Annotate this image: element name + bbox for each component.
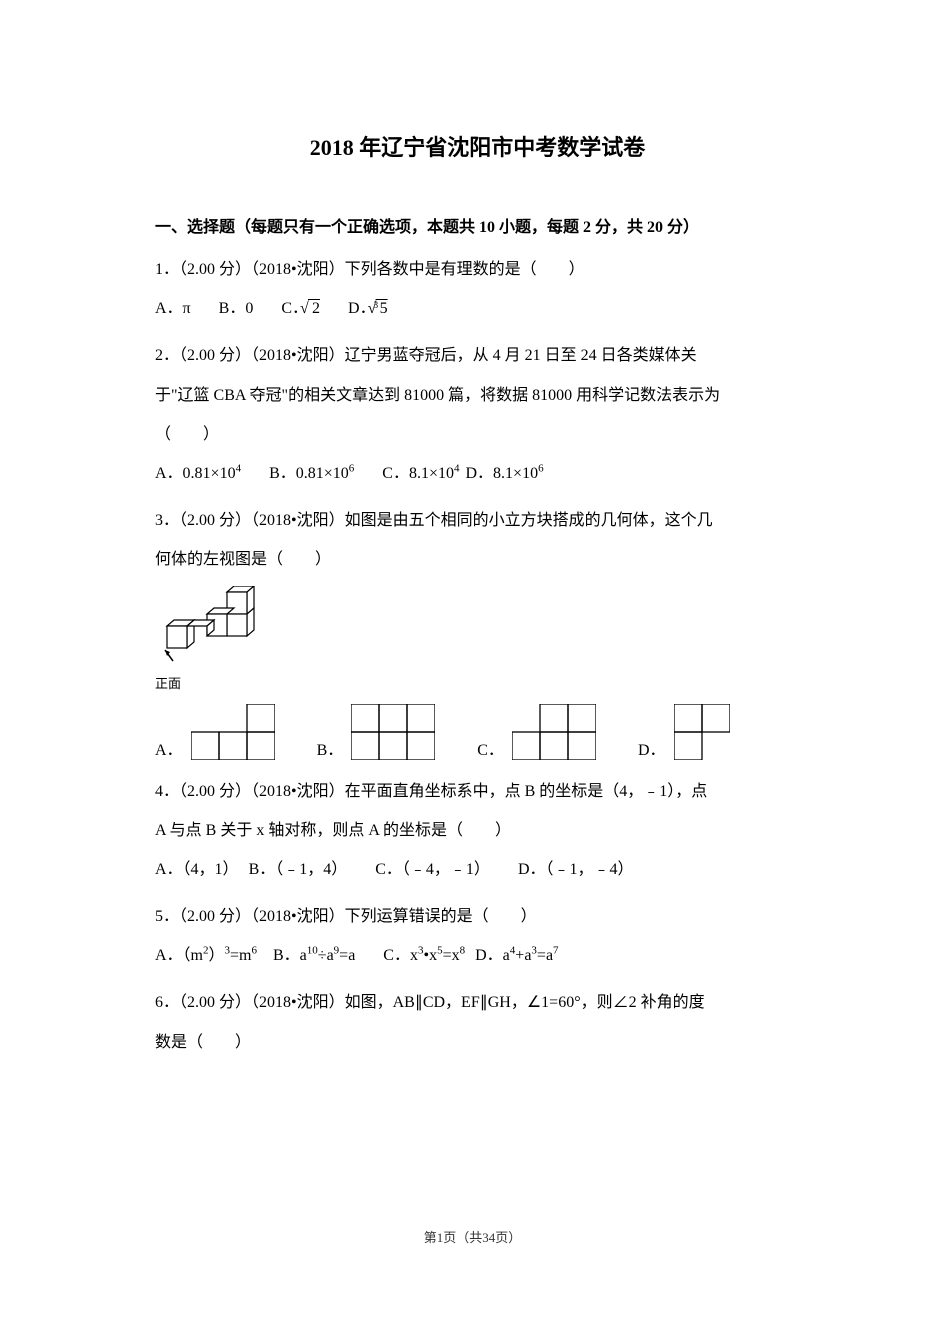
q3-option-d-label: D．: [638, 736, 666, 760]
q3-stem-line1: 3．（2.00 分）（2018•沈阳）如图是由五个相同的小立方块搭成的几何体，这…: [155, 503, 800, 538]
q1-option-c: C．√ 2: [281, 291, 320, 326]
q5-option-c: C．x3•x5=x8: [383, 938, 465, 973]
q4-option-d: D．（﹣1，﹣4）: [518, 852, 634, 887]
q1-option-d: D．3√ 5: [348, 291, 388, 326]
q3-3d-figure: 正面: [155, 586, 800, 692]
q6-stem-line1: 6．（2.00 分）（2018•沈阳）如图，AB∥CD，EF∥GH，∠1=60°…: [155, 985, 800, 1020]
q4-option-b: B．（﹣1，4）: [249, 852, 348, 887]
q4-stem-line2: A 与点 B 关于 x 轴对称，则点 A 的坐标是（ ）: [155, 813, 800, 848]
q3-option-a-label: A．: [155, 736, 183, 760]
q2-option-a: A．0.81×104: [155, 456, 241, 491]
q3-front-label: 正面: [155, 673, 800, 692]
q2-option-b: B．0.81×106: [269, 456, 354, 491]
q5-option-d: D．a4+a3=a7: [475, 938, 558, 973]
q1-option-a: A．π: [155, 291, 191, 326]
q5-option-a: A．（m2）3=m6: [155, 938, 257, 973]
q2-stem-line1: 2．（2.00 分）（2018•沈阳）辽宁男蓝夺冠后，从 4 月 21 日至 2…: [155, 338, 800, 373]
q4-stem-line1: 4．（2.00 分）（2018•沈阳）在平面直角坐标系中，点 B 的坐标是（4，…: [155, 774, 800, 809]
q3-options: A． B． C．: [155, 704, 800, 760]
q4-option-c: C．（﹣4，﹣1）: [375, 852, 490, 887]
q3-option-b-label: B．: [317, 736, 344, 760]
q1-options: A．π B．0 C．√ 2 D．3√ 5: [155, 291, 800, 326]
q1-option-b: B．0: [219, 291, 254, 326]
q3-option-d-figure: [674, 704, 730, 760]
q3-option-c-label: C．: [477, 736, 504, 760]
q1-stem: 1．（2.00 分）（2018•沈阳）下列各数中是有理数的是（ ）: [155, 252, 800, 287]
page-footer: 第1页（共34页）: [0, 1227, 945, 1246]
q3-option-a-figure: [191, 704, 275, 760]
section-header: 一、选择题（每题只有一个正确选项，本题共 10 小题，每题 2 分，共 20 分…: [155, 212, 800, 244]
q3-stem-line2: 何体的左视图是（ ）: [155, 542, 800, 577]
q6-stem-line2: 数是（ ）: [155, 1025, 800, 1060]
page-title: 2018 年辽宁省沈阳市中考数学试卷: [155, 130, 800, 162]
q2-options: A．0.81×104 B．0.81×106 C．8.1×104 D．8.1×10…: [155, 456, 800, 491]
q5-option-b: B．a10÷a9=a: [273, 938, 355, 973]
q2-option-d: D．8.1×106: [466, 456, 544, 491]
q2-stem-line2: 于"辽篮 CBA 夺冠"的相关文章达到 81000 篇，将数据 81000 用科…: [155, 378, 800, 413]
q5-options: A．（m2）3=m6 B．a10÷a9=a C．x3•x5=x8 D．a4+a3…: [155, 938, 800, 973]
q3-option-c-figure: [512, 704, 596, 760]
q4-options: A．（4，1） B．（﹣1，4） C．（﹣4，﹣1） D．（﹣1，﹣4）: [155, 852, 800, 887]
q5-stem: 5．（2.00 分）（2018•沈阳）下列运算错误的是（ ）: [155, 899, 800, 934]
q2-option-c: C．8.1×104: [382, 456, 459, 491]
q4-option-a: A．（4，1）: [155, 852, 239, 887]
q2-stem-line3: （ ）: [155, 417, 800, 452]
q3-option-b-figure: [351, 704, 435, 760]
